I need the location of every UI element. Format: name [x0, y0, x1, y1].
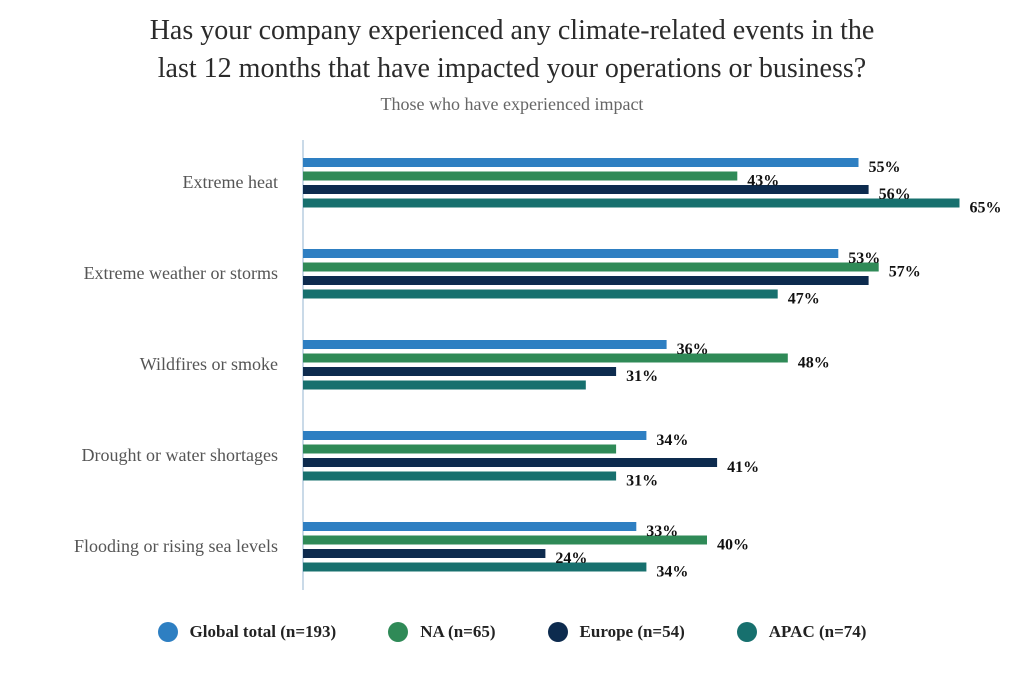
- value-label-extreme-weather-or-storms-apac: 47%: [788, 291, 820, 308]
- legend-item-global-total: Global total (n=193): [157, 622, 337, 642]
- value-label-wildfires-or-smoke-na: 48%: [798, 355, 830, 372]
- legend-label: Global total (n=193): [189, 622, 337, 641]
- legend-item-na: NA (n=65): [388, 622, 496, 642]
- value-label-flooding-or-rising-sea-levels-europe: 24%: [555, 550, 587, 567]
- value-label-drought-or-water-shortages-global-total: 34%: [656, 432, 688, 449]
- bar-wildfires-or-smoke-apac: [303, 380, 586, 390]
- category-label-wildfires-or-smoke: Wildfires or smoke: [140, 354, 278, 374]
- value-label-flooding-or-rising-sea-levels-apac: 34%: [656, 564, 688, 581]
- bar-drought-or-water-shortages-europe: [303, 458, 718, 467]
- value-labels: 55% 43% 56% 65% 53% 57% 47% 36% 48% 31% 34% 41% 31% 3…: [555, 159, 1001, 581]
- bar-wildfires-or-smoke-global-total: [303, 340, 667, 349]
- legend: Global total (n=193) NA (n=65) Europe (n=5…: [0, 622, 1024, 642]
- bar-series: [303, 158, 960, 572]
- bar-extreme-weather-or-storms-europe: [303, 276, 869, 285]
- category-label-drought-or-water-shortages: Drought or water shortages: [82, 445, 278, 465]
- legend-label: Europe (n=54): [579, 622, 685, 641]
- bar-drought-or-water-shortages-global-total: [303, 431, 647, 440]
- value-label-drought-or-water-shortages-apac: 31%: [626, 473, 658, 490]
- bar-wildfires-or-smoke-na: [303, 353, 788, 363]
- bar-extreme-heat-global-total: [303, 158, 859, 167]
- bar-flooding-or-rising-sea-levels-europe: [303, 549, 546, 558]
- chart-subtitle: Those who have experienced impact: [380, 94, 644, 114]
- value-label-extreme-weather-or-storms-na: 57%: [889, 264, 921, 281]
- legend-label: APAC (n=74): [768, 622, 867, 641]
- value-label-wildfires-or-smoke-global-total: 36%: [677, 341, 709, 358]
- bar-extreme-weather-or-storms-global-total: [303, 249, 839, 258]
- value-label-wildfires-or-smoke-europe: 31%: [626, 368, 658, 385]
- bar-extreme-weather-or-storms-apac: [303, 289, 778, 299]
- bar-extreme-heat-europe: [303, 185, 869, 194]
- value-label-extreme-heat-europe: 56%: [879, 186, 911, 203]
- chart-title-line-1: Has your company experienced any climate…: [149, 15, 875, 46]
- category-label-extreme-weather-or-storms: Extreme weather or storms: [84, 263, 278, 283]
- value-label-extreme-heat-apac: 65%: [970, 200, 1002, 217]
- bar-wildfires-or-smoke-europe: [303, 367, 617, 376]
- bar-drought-or-water-shortages-apac: [303, 471, 617, 481]
- category-label-flooding-or-rising-sea-levels: Flooding or rising sea levels: [74, 536, 278, 556]
- bar-extreme-heat-na: [303, 171, 738, 181]
- bar-extreme-heat-apac: [303, 198, 960, 208]
- value-label-extreme-weather-or-storms-global-total: 53%: [848, 250, 880, 267]
- legend-item-apac: APAC (n=74): [736, 622, 867, 642]
- value-label-flooding-or-rising-sea-levels-na: 40%: [717, 537, 749, 554]
- value-label-extreme-heat-na: 43%: [747, 173, 779, 190]
- bar-drought-or-water-shortages-na: [303, 444, 617, 454]
- value-label-drought-or-water-shortages-europe: 41%: [727, 459, 759, 476]
- legend-dot-icon: [736, 622, 757, 642]
- category-label-extreme-heat: Extreme heat: [183, 172, 278, 192]
- legend-dot-icon: [547, 622, 568, 642]
- bar-flooding-or-rising-sea-levels-apac: [303, 562, 647, 572]
- category-labels: Extreme heat Extreme weather or storms Wil…: [74, 172, 278, 556]
- legend-dot-icon: [388, 622, 409, 642]
- legend-label: NA (n=65): [420, 622, 496, 641]
- bar-flooding-or-rising-sea-levels-global-total: [303, 522, 637, 531]
- bar-extreme-weather-or-storms-na: [303, 262, 879, 272]
- value-label-extreme-heat-global-total: 55%: [869, 159, 901, 176]
- chart-title-line-2: last 12 months that have impacted your o…: [157, 53, 867, 84]
- bar-flooding-or-rising-sea-levels-na: [303, 535, 707, 545]
- legend-dot-icon: [157, 622, 178, 642]
- value-label-flooding-or-rising-sea-levels-global-total: 33%: [646, 523, 678, 540]
- legend-item-europe: Europe (n=54): [547, 622, 685, 642]
- chart-title: Has your company experienced any climate…: [0, 12, 1024, 88]
